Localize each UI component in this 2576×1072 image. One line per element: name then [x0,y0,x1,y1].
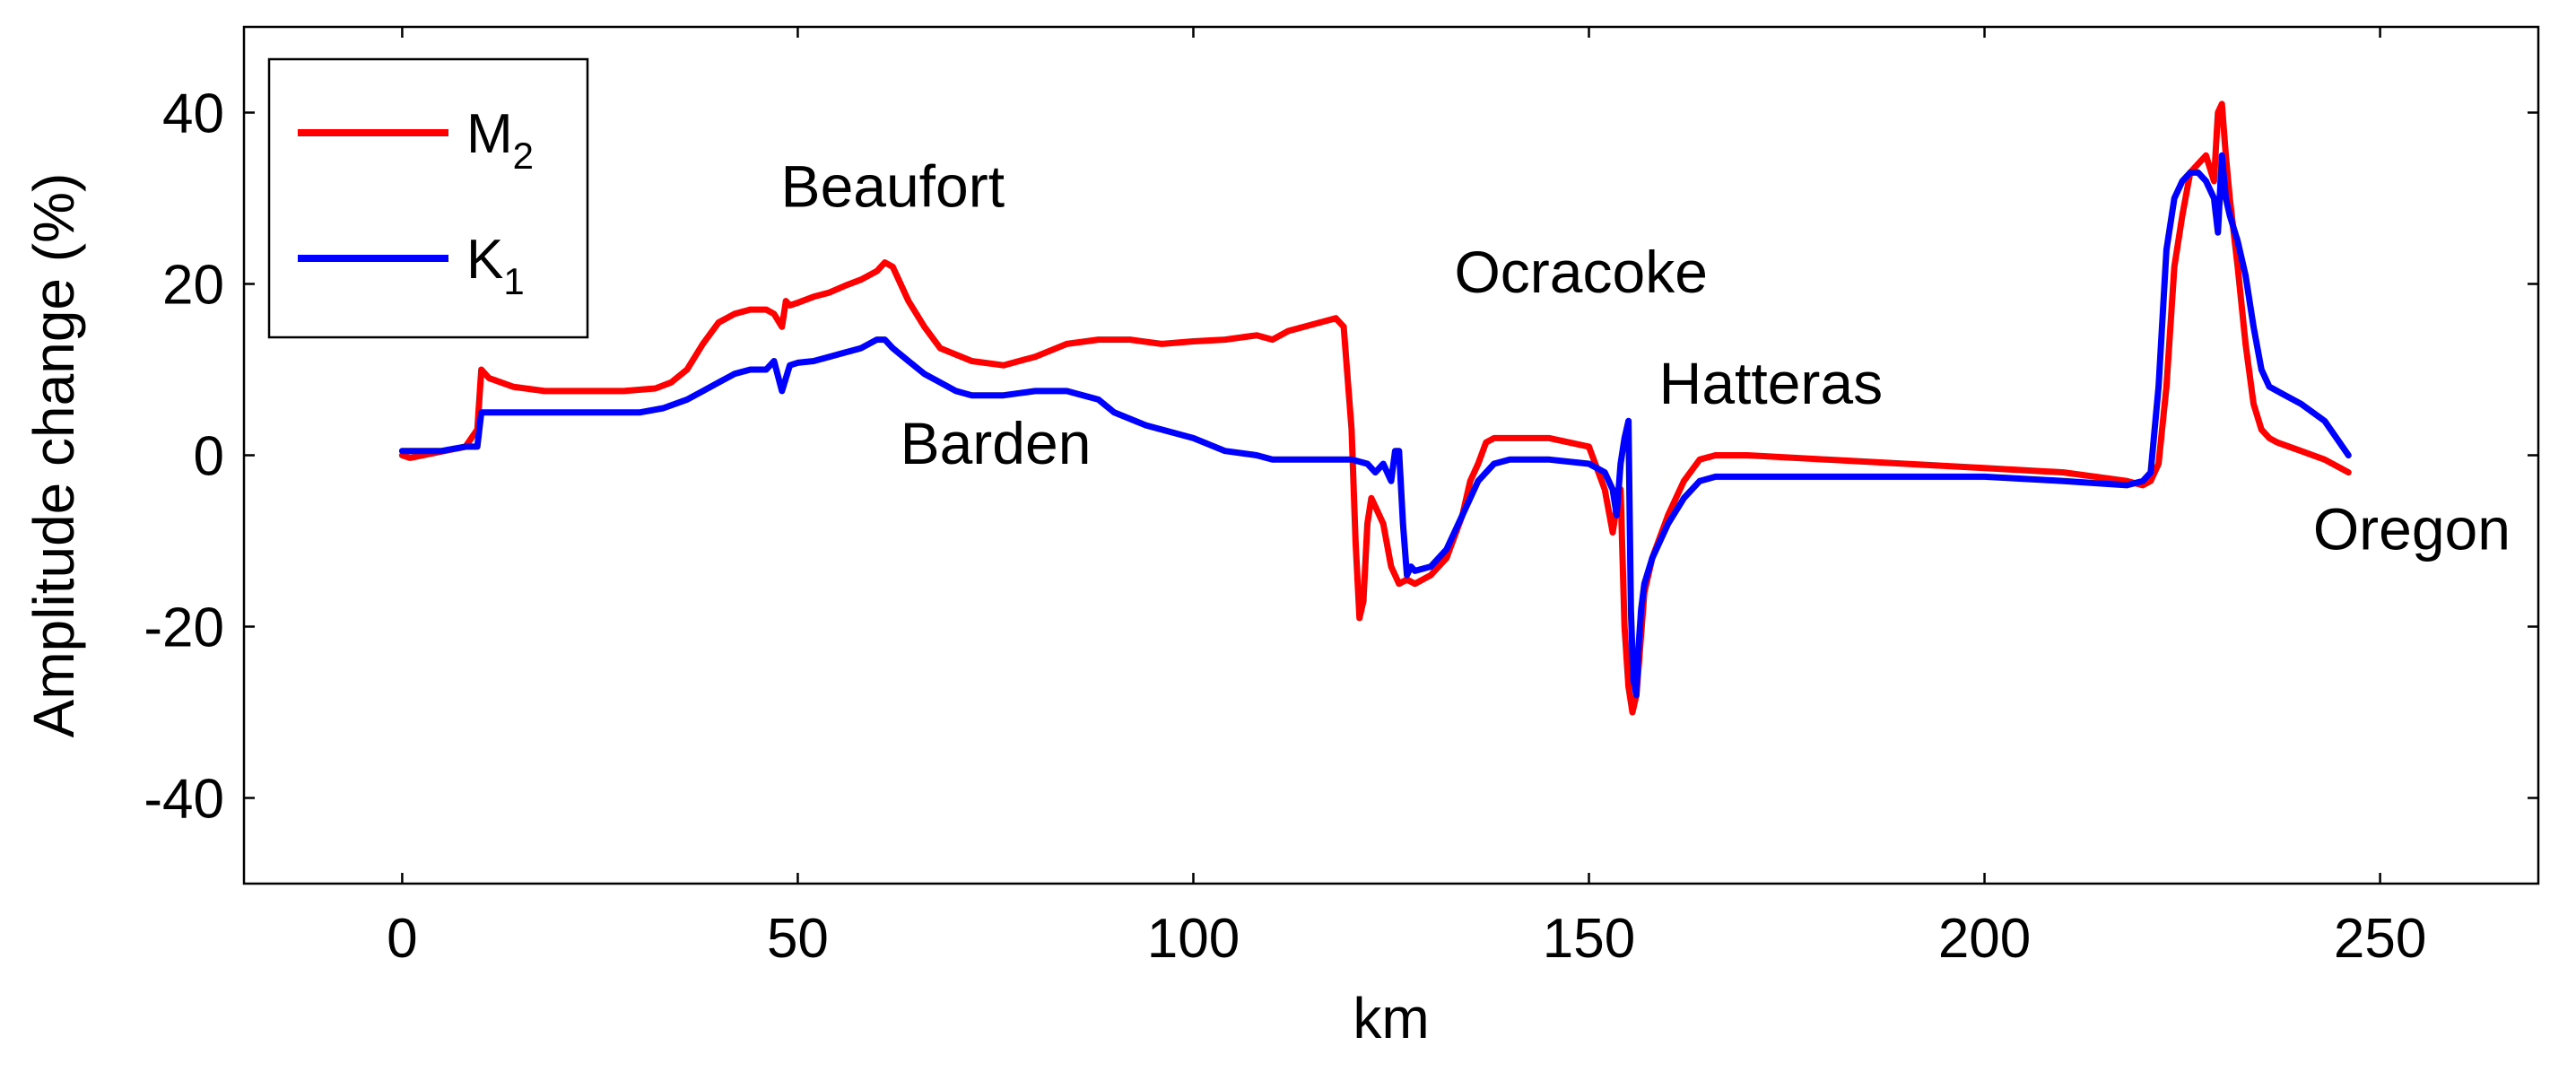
x-axis-label: km [1353,986,1429,1050]
tick-labels: 0 50 100 150 200 250 -40 -20 0 20 40 [144,83,2426,971]
legend-label-m2: M2 [466,103,534,177]
y-tick-label: 20 [162,255,224,317]
legend: M2 K1 [267,57,589,339]
series-layer [398,100,2352,716]
y-tick-label: -40 [144,769,224,831]
series-line-k1 [398,152,2352,699]
axis-ticks [244,27,2538,884]
plot-area [242,25,2540,885]
annotation-ocracoke: Ocracoke [1454,239,1707,305]
y-axis-label: Amplitude change (%) [22,173,86,738]
legend-box [267,57,589,339]
y-tick-label: 0 [194,426,224,488]
x-tick-label: 250 [2334,908,2426,970]
annotation-beaufort: Beaufort [781,153,1005,220]
annotation-hatteras: Hatteras [1659,350,1883,416]
x-tick-label: 100 [1147,908,1240,970]
y-tick-label: -20 [144,597,224,659]
series-line-m2 [398,100,2352,716]
y-tick-label: 40 [162,83,224,145]
x-tick-label: 0 [387,908,417,970]
x-tick-label: 200 [1938,908,2031,970]
annotation-oregon: Oregon [2313,496,2511,562]
annotations: Beaufort Barden Ocracoke Hatteras Oregon [781,153,2511,562]
x-tick-label: 50 [767,908,829,970]
annotation-barden: Barden [901,410,1092,476]
legend-label-k1: K1 [466,229,525,302]
x-tick-label: 150 [1543,908,1635,970]
